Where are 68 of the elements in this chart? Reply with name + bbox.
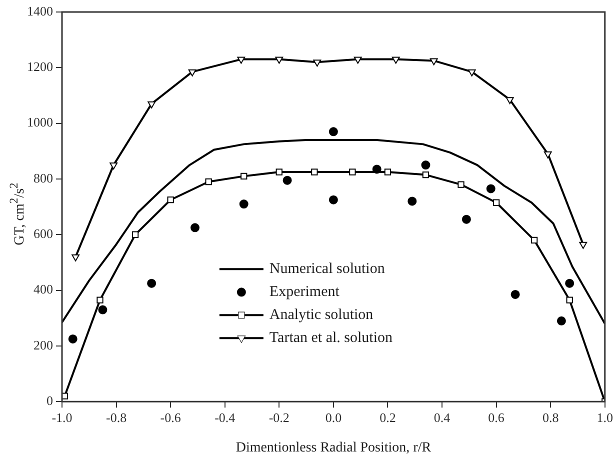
- point: [421, 160, 430, 170]
- point: [486, 184, 496, 194]
- point: [205, 178, 212, 186]
- x-tick-label: -0.4: [214, 410, 236, 425]
- point: [408, 196, 417, 206]
- point: [239, 200, 248, 209]
- point: [468, 69, 476, 76]
- point: [132, 231, 139, 238]
- y-tick-label: 400: [34, 282, 53, 297]
- point: [68, 334, 78, 344]
- point: [237, 56, 246, 64]
- y-tick-label: 600: [34, 226, 53, 242]
- point: [328, 195, 338, 204]
- point: [566, 296, 573, 304]
- legend-label: Numerical solution: [269, 261, 386, 278]
- y-tick-label: 800: [34, 170, 53, 186]
- point: [372, 164, 382, 174]
- x-tick-label: -0.2: [268, 410, 290, 425]
- point: [349, 168, 356, 176]
- y-tick-label: 1000: [27, 114, 53, 130]
- point: [190, 223, 200, 232]
- point: [462, 214, 471, 224]
- point: [530, 236, 538, 244]
- point: [565, 278, 574, 288]
- x-tick-label: 0.6: [488, 410, 505, 425]
- y-tick-label: 1400: [27, 3, 53, 18]
- point: [354, 56, 362, 64]
- x-tick-label: -0.6: [160, 410, 182, 425]
- point: [422, 171, 430, 178]
- point: [579, 242, 588, 249]
- x-tick-label: 0.0: [325, 410, 342, 425]
- point: [188, 69, 196, 76]
- point: [282, 176, 292, 185]
- point: [544, 151, 552, 158]
- point: [384, 168, 392, 176]
- point: [72, 254, 80, 262]
- point: [313, 60, 322, 67]
- point: [556, 316, 566, 326]
- x-tick-label: 0.4: [434, 410, 451, 425]
- legend-label: Tartan et al. solution: [269, 330, 394, 346]
- point: [148, 101, 156, 108]
- point: [110, 162, 118, 170]
- point: [167, 196, 174, 204]
- point: [492, 199, 500, 206]
- point: [430, 58, 438, 66]
- x-tick-label: 0.8: [542, 410, 559, 425]
- x-tick-label: -0.8: [106, 410, 127, 425]
- x-tick-label: 0.2: [380, 410, 396, 425]
- y-tick-label: 1200: [27, 59, 53, 74]
- point: [147, 278, 156, 288]
- point: [96, 296, 104, 304]
- point: [275, 56, 284, 64]
- point: [311, 168, 318, 176]
- point: [276, 168, 282, 176]
- point: [328, 127, 338, 136]
- point: [240, 172, 248, 180]
- point: [98, 305, 108, 314]
- point: [510, 290, 520, 299]
- point: [392, 56, 400, 64]
- point: [458, 181, 464, 188]
- x-axis-title: Dimentionless Radial Position, r/R: [236, 440, 432, 456]
- legend-label: Analytic solution: [269, 307, 374, 324]
- x-tick-label: -1.0: [52, 410, 72, 425]
- point: [506, 97, 514, 104]
- y-tick-label: 0: [46, 393, 53, 408]
- x-tick-label: 1.0: [596, 410, 613, 425]
- y-tick-label: 200: [34, 337, 53, 352]
- legend-label: Experiment: [269, 284, 340, 300]
